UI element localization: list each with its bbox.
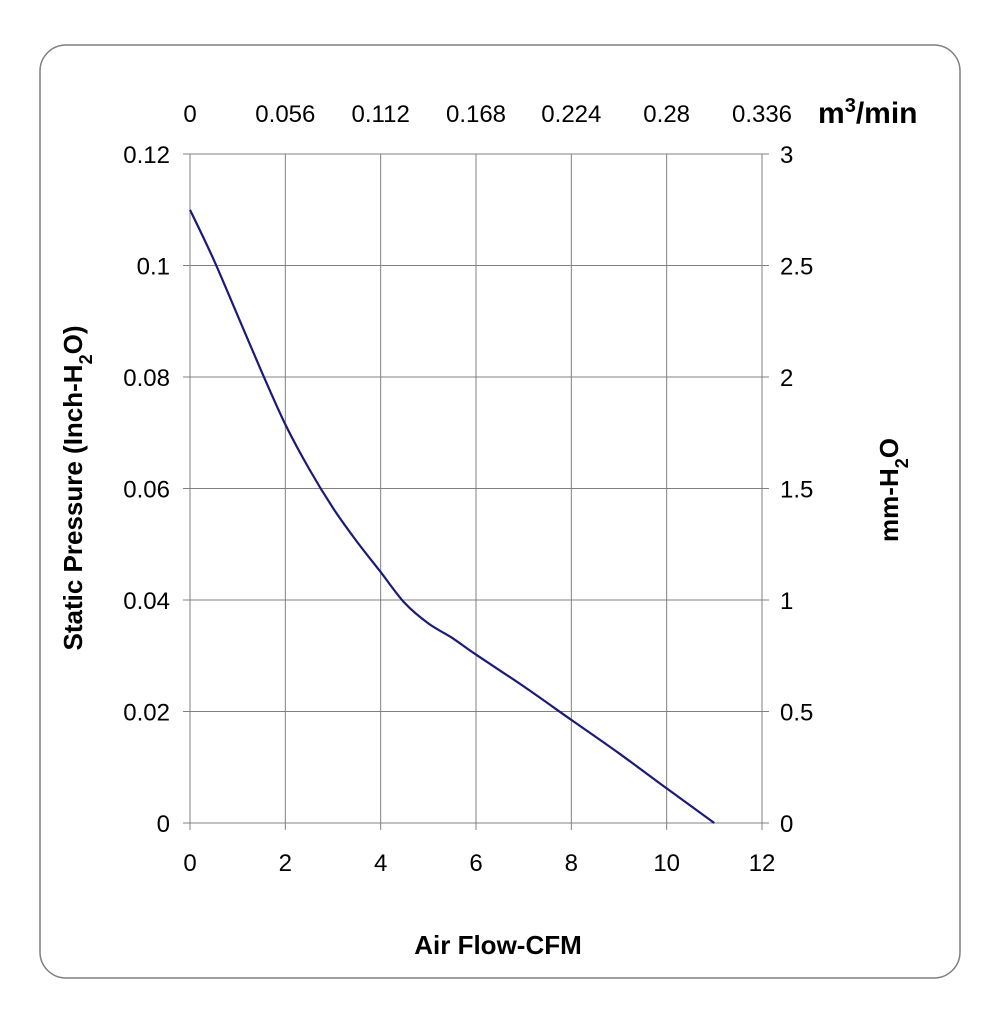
y-tick-label: 0.1 <box>137 254 170 281</box>
y2-tick-label: 0 <box>780 811 793 838</box>
y2-axis-title-pre: mm-H <box>874 468 904 542</box>
y2-axis-title: mm-H2O <box>874 438 912 542</box>
y-axis-title-pre: Static Pressure (Inch-H <box>58 364 88 650</box>
y2-axis-title-post: O <box>874 438 904 458</box>
y-axis-title-sub: 2 <box>76 354 96 364</box>
x2-tick-label: 0.224 <box>541 101 601 128</box>
y2-tick-labels: 0 0.5 1 1.5 2 2.5 3 <box>780 142 813 838</box>
y2-tick-label: 3 <box>780 142 793 169</box>
y-tick-labels: 0 0.02 0.04 0.06 0.08 0.1 0.12 <box>123 142 170 838</box>
plot-area-border <box>183 153 769 830</box>
chart-frame <box>39 44 961 979</box>
x-tick-label: 12 <box>749 850 776 877</box>
x-tick-label: 0 <box>183 850 196 877</box>
y2-tick-label: 1.5 <box>780 477 813 504</box>
curve-layer <box>189 209 715 824</box>
x2-tick-label: 0 <box>183 101 196 128</box>
y-tick-label: 0.08 <box>123 365 170 392</box>
x-tick-label: 4 <box>374 850 387 877</box>
x-tick-label: 2 <box>279 850 292 877</box>
y2-tick-label: 1 <box>780 588 793 615</box>
y-tick-label: 0 <box>157 811 170 838</box>
x2-tick-label: 0.056 <box>255 101 315 128</box>
x-tick-label: 6 <box>469 850 482 877</box>
y-tick-label: 0.04 <box>123 588 170 615</box>
y-axis-title-post: O) <box>58 326 88 355</box>
x2-tick-labels: 0 0.056 0.112 0.168 0.224 0.28 0.336 <box>183 101 792 128</box>
y-tick-label: 0.02 <box>123 700 170 727</box>
x2-tick-label: 0.112 <box>352 101 410 128</box>
grid-lines <box>190 154 762 823</box>
x2-tick-label: 0.336 <box>732 101 792 128</box>
x2-axis-title-sup: 3 <box>845 95 856 117</box>
y-axis-title: Static Pressure (Inch-H2O) <box>58 326 96 651</box>
y-tick-label: 0.12 <box>123 142 170 169</box>
x2-axis-title-pre: m <box>818 97 845 130</box>
x2-axis-title: m3/min <box>818 95 917 130</box>
x2-axis-title-post: /min <box>856 97 918 130</box>
y2-tick-label: 2 <box>780 365 793 392</box>
x-axis-title: Air Flow-CFM <box>414 930 582 960</box>
pressure-flow-curve <box>189 209 715 824</box>
y2-axis-title-sub: 2 <box>892 458 912 468</box>
y2-tick-label: 2.5 <box>780 254 813 281</box>
y-tick-label: 0.06 <box>123 477 170 504</box>
x-tick-label: 10 <box>653 850 680 877</box>
x2-tick-label: 0.168 <box>446 101 506 128</box>
x2-tick-label: 0.28 <box>643 101 690 128</box>
x-tick-labels: 0 2 4 6 8 10 12 <box>183 850 775 877</box>
x-tick-label: 8 <box>565 850 578 877</box>
y2-tick-label: 0.5 <box>780 700 813 727</box>
